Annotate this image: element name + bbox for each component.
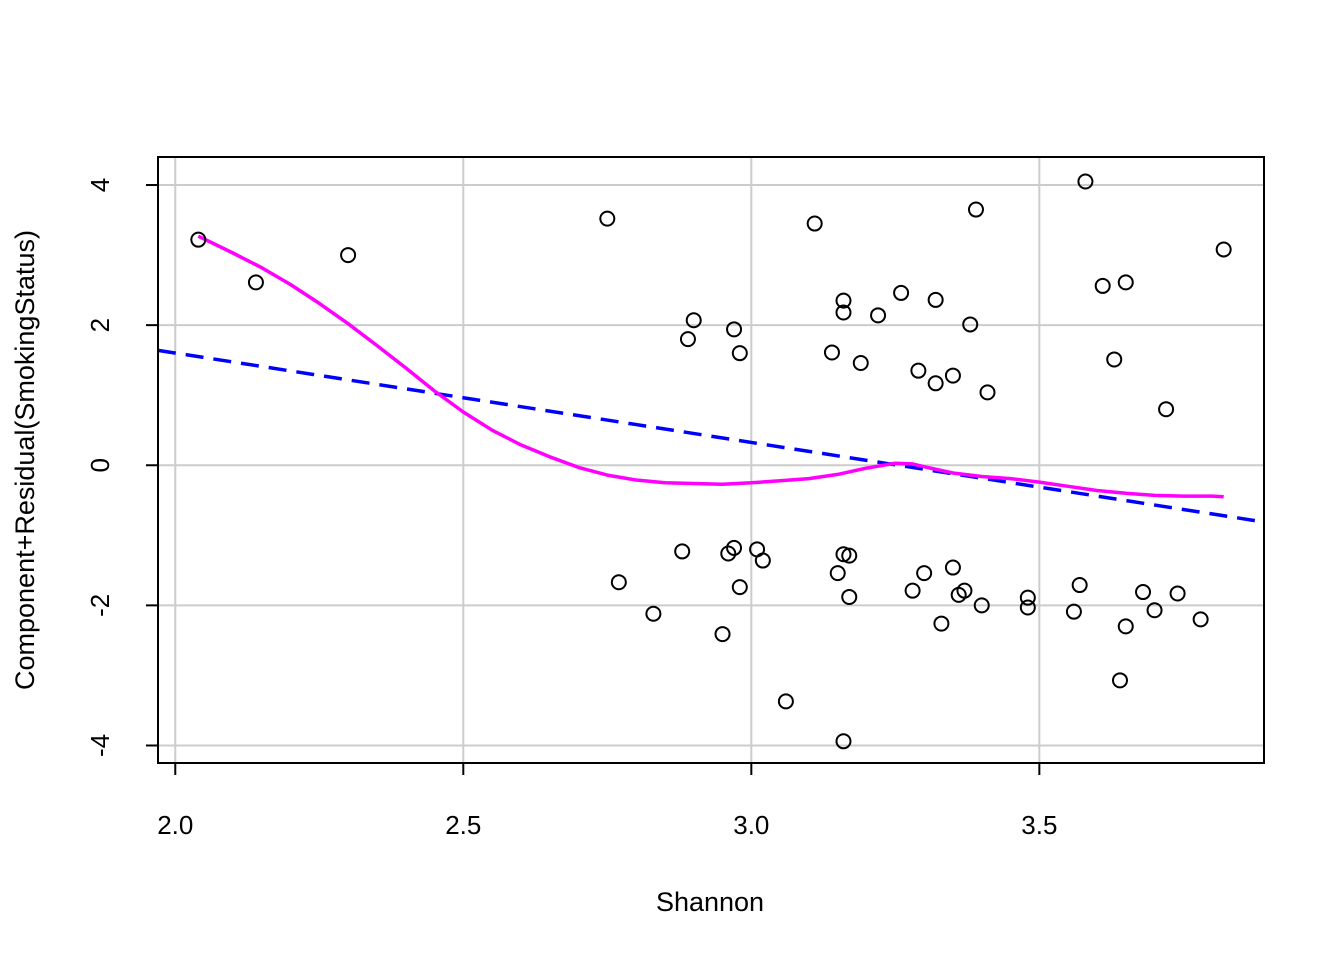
data-point: [870, 307, 887, 324]
y-tick-label: 2: [85, 318, 115, 332]
data-point: [823, 344, 840, 361]
linear-fit-line: [157, 348, 1265, 524]
data-point: [1106, 351, 1123, 368]
data-point: [247, 274, 264, 291]
y-tick-label: 0: [85, 458, 115, 472]
data-point: [754, 552, 771, 569]
data-point: [1117, 274, 1134, 291]
y-axis-label: Component+Residual(SmokingStatus): [10, 230, 40, 690]
data-point: [1192, 611, 1209, 628]
data-point: [1094, 277, 1111, 294]
data-point: [340, 247, 357, 264]
data-points: [190, 173, 1232, 750]
x-axis: 2.0 2.5 3.0 3.5: [157, 763, 1057, 840]
data-point: [1135, 584, 1152, 601]
data-point: [962, 316, 979, 333]
data-point: [933, 615, 950, 632]
data-point: [835, 733, 852, 750]
data-point: [1215, 241, 1232, 258]
data-point: [1117, 618, 1134, 635]
data-point: [835, 304, 852, 321]
x-tick-label: 2.5: [445, 810, 481, 840]
fit-lines: [157, 234, 1265, 524]
data-point: [927, 375, 944, 392]
data-point: [645, 605, 662, 622]
data-point: [967, 201, 984, 218]
data-point: [679, 331, 696, 348]
data-point: [829, 565, 846, 582]
x-tick-label: 2.0: [157, 810, 193, 840]
data-point: [685, 312, 702, 329]
data-point: [610, 574, 627, 591]
data-point: [1146, 602, 1163, 619]
data-point: [835, 546, 852, 563]
data-point: [726, 539, 743, 556]
data-point: [1077, 173, 1094, 190]
x-axis-label: Shannon: [656, 887, 764, 917]
data-point: [916, 565, 933, 582]
data-point: [777, 693, 794, 710]
data-point: [674, 543, 691, 560]
data-point: [731, 345, 748, 362]
grid: [158, 157, 1264, 763]
data-point: [893, 284, 910, 301]
data-point: [1111, 672, 1128, 689]
smooth-fit-line: [197, 234, 1224, 499]
data-point: [835, 292, 852, 309]
data-point: [979, 384, 996, 401]
data-point: [841, 588, 858, 605]
y-axis: -4 -2 0 2 4: [85, 178, 158, 757]
y-tick-label: -4: [85, 734, 115, 757]
data-point: [1169, 585, 1186, 602]
data-point: [944, 367, 961, 384]
data-point: [731, 579, 748, 596]
data-point: [726, 321, 743, 338]
data-point: [1065, 603, 1082, 620]
data-point: [806, 215, 823, 232]
x-tick-label: 3.5: [1021, 810, 1057, 840]
data-point: [927, 291, 944, 308]
data-point: [1158, 401, 1175, 418]
x-tick-label: 3.0: [733, 810, 769, 840]
data-point: [190, 231, 207, 248]
data-point: [720, 545, 737, 562]
data-point: [1019, 589, 1036, 606]
data-point: [910, 362, 927, 379]
data-point: [904, 582, 921, 599]
data-point: [852, 354, 869, 371]
data-point: [1019, 599, 1036, 616]
data-point: [841, 547, 858, 564]
y-tick-label: 4: [85, 178, 115, 192]
data-point: [1071, 577, 1088, 594]
y-tick-label: -2: [85, 594, 115, 617]
data-point: [714, 626, 731, 643]
data-point: [956, 582, 973, 599]
data-point: [973, 597, 990, 614]
plot-frame: [157, 156, 1265, 764]
data-point: [944, 559, 961, 576]
data-point: [599, 210, 616, 227]
